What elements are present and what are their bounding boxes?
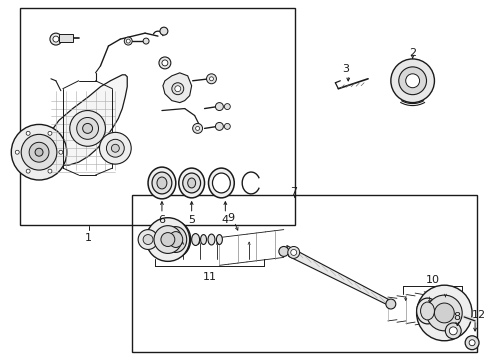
- Circle shape: [390, 59, 433, 103]
- Text: 12: 12: [471, 310, 485, 320]
- Circle shape: [290, 249, 296, 255]
- Text: 4: 4: [222, 215, 228, 225]
- Circle shape: [99, 132, 131, 164]
- Ellipse shape: [168, 231, 183, 247]
- Polygon shape: [27, 75, 127, 165]
- Ellipse shape: [191, 234, 199, 246]
- Text: 6: 6: [158, 215, 165, 225]
- Circle shape: [174, 86, 181, 92]
- Ellipse shape: [183, 173, 200, 193]
- Circle shape: [385, 299, 395, 309]
- Circle shape: [48, 169, 52, 173]
- Circle shape: [138, 230, 158, 249]
- Circle shape: [111, 144, 119, 152]
- Bar: [20, 8, 294, 225]
- Circle shape: [468, 340, 474, 346]
- Ellipse shape: [207, 234, 215, 245]
- Text: 9: 9: [227, 213, 234, 223]
- Circle shape: [146, 218, 189, 261]
- Circle shape: [143, 235, 153, 244]
- Circle shape: [278, 247, 288, 256]
- Circle shape: [77, 117, 98, 139]
- Circle shape: [143, 38, 149, 44]
- Circle shape: [405, 74, 419, 88]
- Circle shape: [82, 123, 92, 133]
- Ellipse shape: [157, 177, 166, 189]
- Circle shape: [15, 150, 19, 154]
- Ellipse shape: [179, 168, 204, 198]
- Circle shape: [416, 285, 471, 341]
- Polygon shape: [163, 73, 191, 103]
- Circle shape: [106, 139, 124, 157]
- Circle shape: [11, 125, 67, 180]
- Circle shape: [433, 303, 453, 323]
- Circle shape: [35, 148, 43, 156]
- Ellipse shape: [420, 302, 433, 320]
- Ellipse shape: [208, 168, 234, 198]
- Circle shape: [398, 67, 426, 95]
- Bar: [59, 34, 73, 42]
- Circle shape: [126, 39, 130, 43]
- Circle shape: [161, 233, 174, 247]
- Circle shape: [159, 57, 170, 69]
- Ellipse shape: [161, 222, 190, 257]
- Circle shape: [206, 74, 216, 84]
- Text: 5: 5: [188, 215, 195, 225]
- Circle shape: [53, 36, 59, 42]
- Ellipse shape: [187, 178, 195, 188]
- Circle shape: [209, 77, 213, 81]
- Circle shape: [154, 226, 182, 253]
- Circle shape: [215, 122, 223, 130]
- Circle shape: [21, 134, 57, 170]
- Circle shape: [224, 104, 230, 109]
- Text: 11: 11: [202, 272, 216, 282]
- Circle shape: [215, 103, 223, 111]
- Polygon shape: [286, 246, 389, 306]
- Text: 2: 2: [408, 48, 415, 58]
- Ellipse shape: [212, 173, 230, 193]
- Bar: [132, 195, 476, 352]
- Text: 1: 1: [85, 233, 92, 243]
- Circle shape: [464, 336, 478, 350]
- Text: 3: 3: [341, 64, 348, 74]
- Circle shape: [160, 27, 167, 35]
- Circle shape: [445, 323, 460, 339]
- Ellipse shape: [216, 235, 222, 244]
- Circle shape: [124, 37, 132, 45]
- Circle shape: [26, 169, 30, 173]
- Circle shape: [162, 60, 167, 66]
- Text: 8: 8: [453, 312, 460, 322]
- Circle shape: [171, 83, 183, 95]
- Text: 7: 7: [289, 187, 297, 197]
- Ellipse shape: [416, 298, 438, 324]
- Ellipse shape: [152, 172, 171, 194]
- Circle shape: [29, 142, 49, 162]
- Circle shape: [26, 131, 30, 135]
- Circle shape: [50, 33, 61, 45]
- Ellipse shape: [148, 167, 176, 199]
- Ellipse shape: [200, 235, 206, 244]
- Circle shape: [287, 247, 299, 258]
- Circle shape: [195, 126, 199, 130]
- Circle shape: [70, 111, 105, 146]
- Ellipse shape: [164, 227, 186, 252]
- Circle shape: [48, 131, 52, 135]
- Circle shape: [192, 123, 202, 133]
- Circle shape: [59, 150, 62, 154]
- Circle shape: [448, 327, 456, 335]
- Text: 10: 10: [425, 275, 439, 285]
- Circle shape: [426, 295, 461, 331]
- Circle shape: [224, 123, 230, 129]
